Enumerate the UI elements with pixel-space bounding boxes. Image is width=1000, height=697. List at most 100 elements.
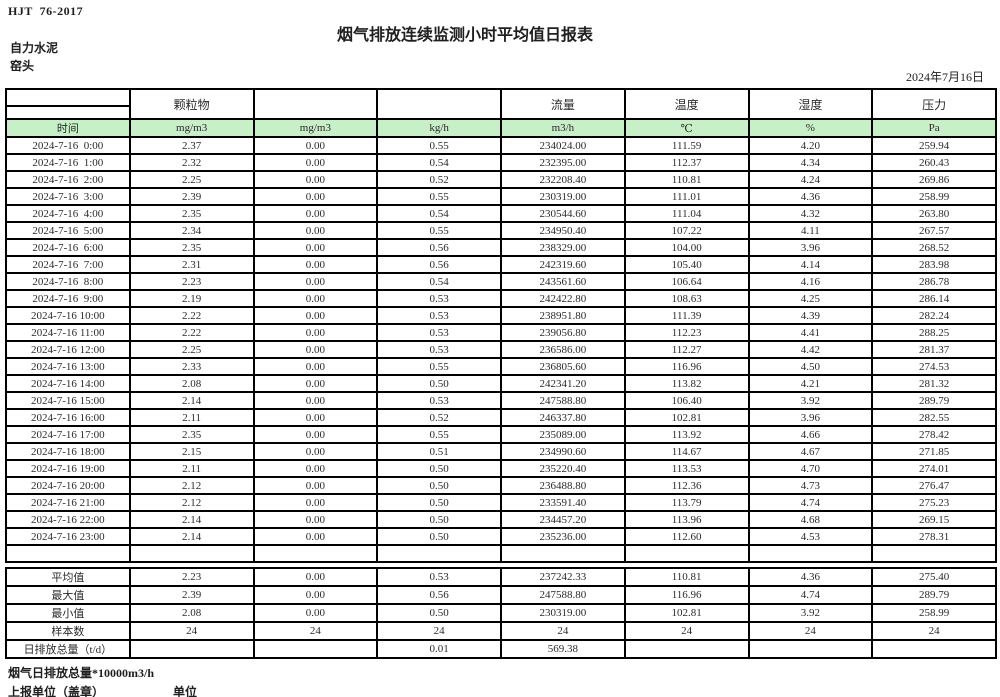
value-cell: [252, 639, 379, 659]
value-cell: 0.50: [376, 493, 502, 512]
value-cell: 4.25: [747, 289, 874, 308]
table-row: 2024-7-16 20:00 2.12 0.00 0.50 236488.80 112.…: [5, 476, 997, 495]
value-cell: [623, 544, 750, 563]
value-cell: [128, 639, 255, 659]
value-cell: 0.51: [376, 442, 502, 461]
value-cell: 105.40: [623, 255, 750, 274]
value-cell: [871, 639, 997, 659]
value-cell: 0.53: [376, 289, 502, 308]
value-cell: [376, 544, 502, 563]
value-cell: 286.14: [871, 289, 997, 308]
unit-celsius: ℃: [623, 118, 750, 138]
value-cell: 0.00: [252, 374, 379, 393]
value-cell: 0.01: [376, 639, 502, 659]
value-cell: 275.40: [871, 567, 997, 587]
value-cell: 4.14: [747, 255, 874, 274]
value-cell: 258.99: [871, 187, 997, 206]
value-cell: 24: [747, 621, 874, 641]
value-cell: 242422.80: [500, 289, 626, 308]
row-label-cell: 2024-7-16 18:00: [5, 442, 131, 461]
value-cell: [128, 544, 255, 563]
value-cell: 0.54: [376, 204, 502, 223]
group-header-cell-blank-lower: [5, 105, 131, 120]
value-cell: 0.55: [376, 221, 502, 240]
value-cell: 0.00: [252, 272, 379, 291]
table-row: 2024-7-16 21:00 2.12 0.00 0.50 233591.40 113.…: [5, 493, 997, 512]
value-cell: 0.00: [252, 527, 379, 546]
value-cell: 247588.80: [500, 391, 626, 410]
value-cell: [871, 544, 997, 563]
value-cell: 0.00: [252, 493, 379, 512]
value-cell: 0.00: [252, 323, 379, 342]
value-cell: 281.32: [871, 374, 997, 393]
value-cell: 0.00: [252, 221, 379, 240]
value-cell: 2.12: [128, 476, 255, 495]
value-cell: 24: [623, 621, 750, 641]
value-cell: 269.15: [871, 510, 997, 529]
value-cell: 0.00: [252, 340, 379, 359]
value-cell: 111.59: [623, 136, 750, 155]
value-cell: 288.25: [871, 323, 997, 342]
value-cell: 111.39: [623, 306, 750, 325]
report-unit-label: 上报单位（盖章）: [8, 685, 105, 697]
value-cell: 242319.60: [500, 255, 626, 274]
value-cell: 112.23: [623, 323, 750, 342]
table-row: 2024-7-16 14:00 2.08 0.00 0.50 242341.20 113.…: [5, 374, 997, 393]
value-cell: 0.00: [252, 306, 379, 325]
value-cell: 0.00: [252, 510, 379, 529]
value-cell: 238329.00: [500, 238, 626, 257]
unit-kgh: kg/h: [376, 118, 502, 138]
unit-time: 时间: [5, 118, 131, 138]
table-row: 2024-7-16 12:00 2.25 0.00 0.53 236586.00 112.…: [5, 340, 997, 359]
table-row: 2024-7-16 6:00 2.35 0.00 0.56 238329.00 104.0…: [5, 238, 997, 257]
row-label-cell: 2024-7-16 5:00: [5, 221, 131, 240]
value-cell: 4.16: [747, 272, 874, 291]
value-cell: 234990.60: [500, 442, 626, 461]
value-cell: 102.81: [623, 603, 750, 623]
value-cell: 2.08: [128, 603, 255, 623]
value-cell: 289.79: [871, 391, 997, 410]
row-label-cell: 2024-7-16 0:00: [5, 136, 131, 155]
value-cell: [623, 639, 750, 659]
value-cell: 2.35: [128, 425, 255, 444]
table-row: 2024-7-16 8:00 2.23 0.00 0.54 243561.60 106.6…: [5, 272, 997, 291]
value-cell: 282.24: [871, 306, 997, 325]
value-cell: 0.53: [376, 306, 502, 325]
value-cell: 281.37: [871, 340, 997, 359]
row-label-cell: 2024-7-16 4:00: [5, 204, 131, 223]
value-cell: 0.56: [376, 585, 502, 605]
group-header-flow: 流量: [500, 88, 626, 120]
value-cell: 4.74: [747, 585, 874, 605]
table-row: 2024-7-16 2:00 2.25 0.00 0.52 232208.40 110.8…: [5, 170, 997, 189]
value-cell: 237242.33: [500, 567, 626, 587]
value-cell: 234457.20: [500, 510, 626, 529]
group-header-temperature: 温度: [623, 88, 750, 120]
value-cell: 274.01: [871, 459, 997, 478]
value-cell: 233591.40: [500, 493, 626, 512]
value-cell: 2.14: [128, 527, 255, 546]
value-cell: 2.12: [128, 493, 255, 512]
value-cell: 0.00: [252, 408, 379, 427]
value-cell: 3.92: [747, 603, 874, 623]
value-cell: 0.53: [376, 391, 502, 410]
row-label-cell: 2024-7-16 21:00: [5, 493, 131, 512]
value-cell: 278.42: [871, 425, 997, 444]
value-cell: 110.81: [623, 170, 750, 189]
value-cell: 112.36: [623, 476, 750, 495]
group-header-blank2: [252, 88, 379, 120]
value-cell: 4.50: [747, 357, 874, 376]
row-label-cell: 2024-7-16 15:00: [5, 391, 131, 410]
value-cell: 2.37: [128, 136, 255, 155]
value-cell: 108.63: [623, 289, 750, 308]
value-cell: 242341.20: [500, 374, 626, 393]
value-cell: 2.22: [128, 306, 255, 325]
value-cell: 0.00: [252, 289, 379, 308]
value-cell: 4.74: [747, 493, 874, 512]
value-cell: 0.53: [376, 323, 502, 342]
value-cell: 0.52: [376, 170, 502, 189]
value-cell: 0.00: [252, 476, 379, 495]
value-cell: 2.35: [128, 238, 255, 257]
row-label-cell: 2024-7-16 2:00: [5, 170, 131, 189]
footer-note: 烟气日排放总量*10000m3/h: [8, 666, 155, 680]
value-cell: 3.96: [747, 238, 874, 257]
